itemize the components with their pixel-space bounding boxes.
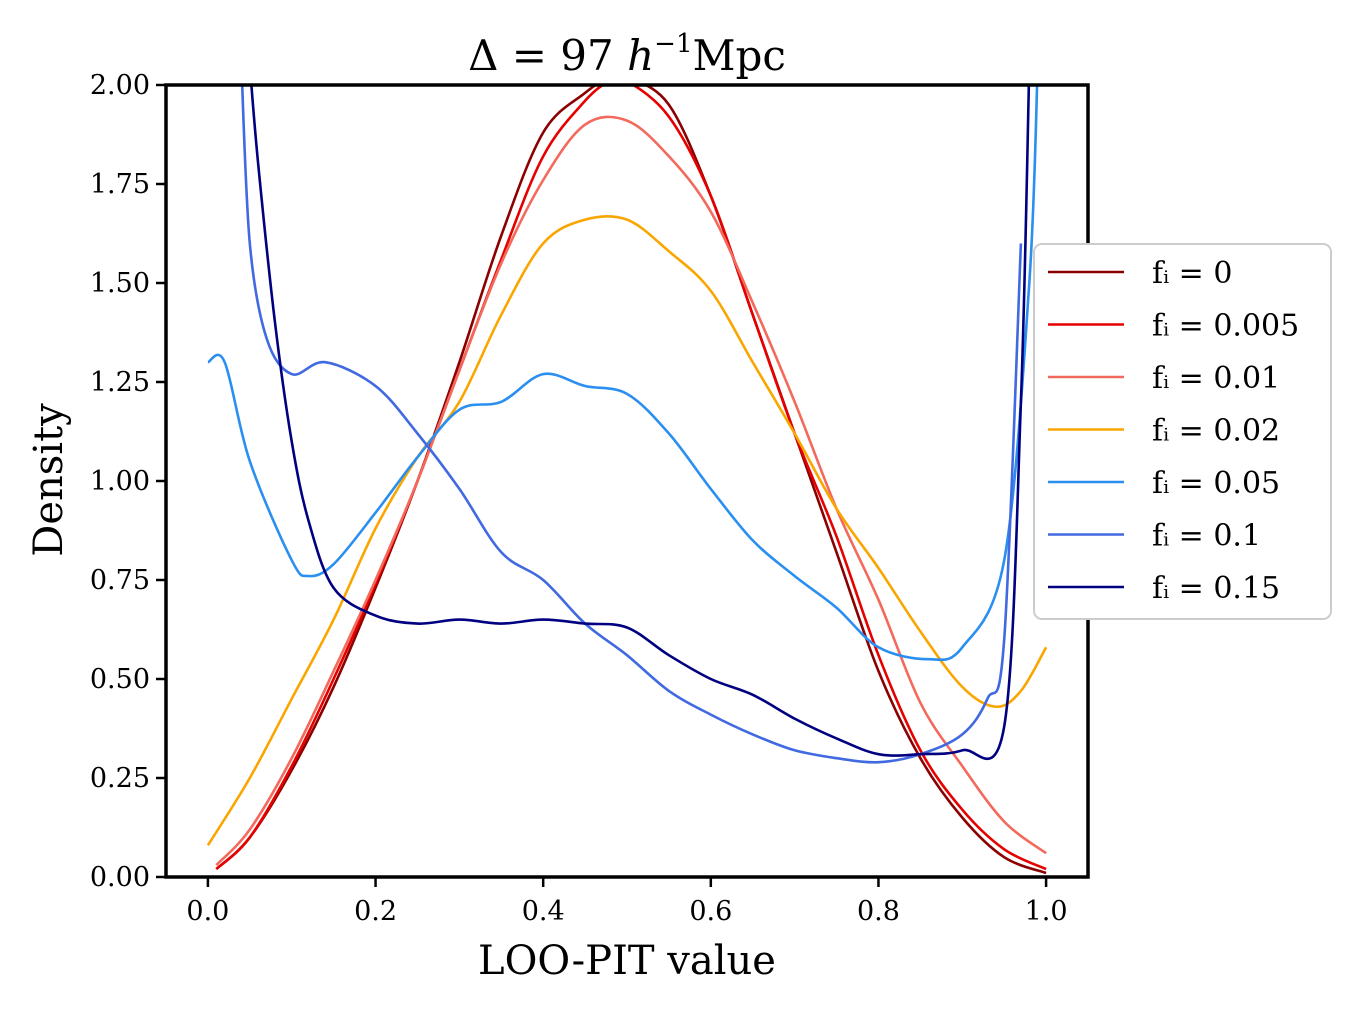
legend-label-4: fᵢ = 0.05	[1152, 466, 1280, 501]
y-tick-label: 1.00	[90, 466, 150, 497]
series-line-0	[215, 85, 1047, 875]
x-tick-label: 1.0	[1025, 896, 1068, 927]
legend: fᵢ = 0 fᵢ = 0.005 fᵢ = 0.01 fᵢ = 0.02 fᵢ = 0…	[1033, 243, 1332, 620]
series-line-5	[240, 85, 1023, 764]
x-tick-label: 0.2	[354, 896, 397, 927]
series-line-6	[250, 85, 1031, 761]
x-tick-label: 0.0	[186, 896, 229, 927]
legend-label-1: fᵢ = 0.005	[1152, 309, 1299, 344]
x-tick-label: 0.8	[857, 896, 900, 927]
legend-label-2: fᵢ = 0.01	[1152, 361, 1280, 396]
series-layer	[206, 85, 1048, 875]
y-axis-label: Density	[26, 403, 72, 557]
y-tick-label: 2.00	[90, 70, 150, 101]
y-tick-label: 0.25	[90, 763, 150, 794]
chart-title: Δ = 97 h−1Mpc	[468, 29, 786, 80]
y-tick-label: 0.50	[90, 664, 150, 695]
legend-box	[1033, 243, 1332, 620]
series-line-2	[215, 115, 1047, 867]
series-line-1	[215, 85, 1047, 871]
y-tick-label: 1.50	[90, 268, 150, 299]
x-axis-label: LOO-PIT value	[478, 938, 776, 984]
series-line-4	[207, 85, 1039, 662]
y-axis: 0.00 0.25 0.50 0.75 1.00 1.25 1.50 1.75 2.00	[90, 70, 166, 893]
legend-label-3: fᵢ = 0.02	[1152, 414, 1280, 449]
y-tick-label: 0.00	[90, 862, 150, 893]
x-tick-label: 0.6	[689, 896, 732, 927]
y-tick-label: 1.25	[90, 367, 150, 398]
plot-frame	[164, 83, 1090, 879]
x-tick-label: 0.4	[522, 896, 565, 927]
x-axis: 0.0 0.2 0.4 0.6 0.8 1.0	[186, 877, 1068, 927]
y-tick-label: 1.75	[90, 169, 150, 200]
legend-label-6: fᵢ = 0.15	[1152, 571, 1280, 606]
legend-label-5: fᵢ = 0.1	[1152, 519, 1261, 554]
series-line-3	[206, 214, 1048, 846]
legend-label-0: fᵢ = 0	[1152, 256, 1232, 291]
y-tick-label: 0.75	[90, 565, 150, 596]
